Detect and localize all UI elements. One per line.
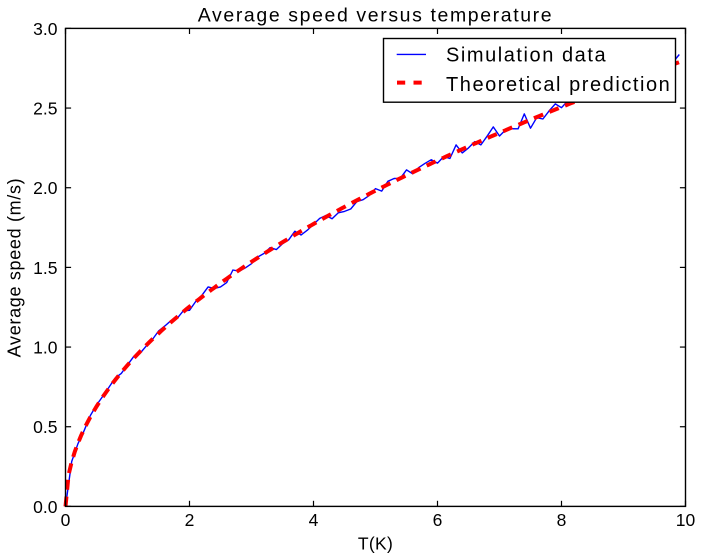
- svg-text:10: 10: [676, 510, 696, 530]
- svg-text:2.0: 2.0: [33, 178, 58, 198]
- svg-text:T(K): T(K): [358, 534, 393, 554]
- svg-text:6: 6: [433, 510, 443, 530]
- svg-text:8: 8: [557, 510, 567, 530]
- svg-text:Average speed versus temperatu: Average speed versus temperature: [198, 5, 553, 27]
- svg-text:Average speed (m/s): Average speed (m/s): [5, 178, 25, 358]
- svg-text:2.5: 2.5: [33, 99, 57, 119]
- svg-text:0.0: 0.0: [33, 497, 58, 517]
- svg-text:2: 2: [185, 510, 195, 530]
- svg-text:0: 0: [61, 510, 71, 530]
- svg-text:4: 4: [309, 510, 319, 530]
- svg-text:0.5: 0.5: [33, 417, 57, 437]
- svg-text:Theoretical prediction: Theoretical prediction: [446, 74, 671, 96]
- svg-text:Simulation data: Simulation data: [446, 45, 607, 67]
- svg-text:3.0: 3.0: [33, 19, 58, 39]
- svg-text:1.5: 1.5: [33, 258, 57, 278]
- svg-text:1.0: 1.0: [33, 338, 58, 358]
